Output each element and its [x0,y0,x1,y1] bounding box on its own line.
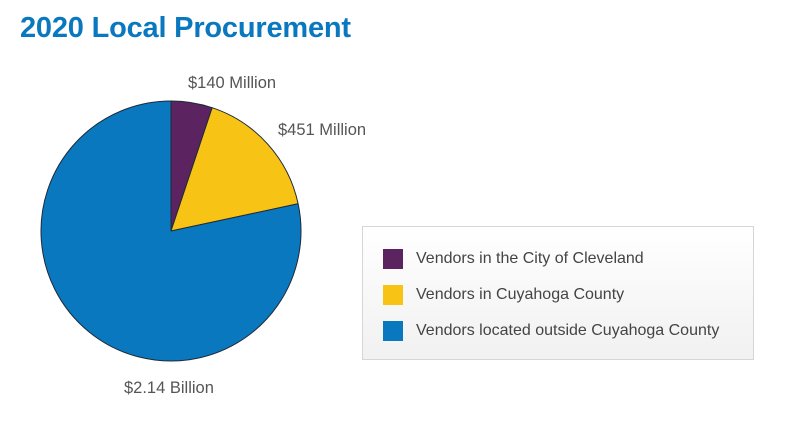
data-label-city-of-cleveland: $140 Million [188,74,277,92]
pie-slices [40,100,302,362]
legend-item-cuyahoga-county: Vendors in Cuyahoga County [383,284,624,306]
pie-slice-outside-cuyahoga-county [40,100,302,362]
legend-item-outside-cuyahoga-county: Vendors located outside Cuyahoga County [383,320,719,342]
legend-swatch [383,249,403,269]
legend-label: Vendors in Cuyahoga County [416,286,625,303]
legend-swatch [383,285,403,305]
legend-swatch [383,321,403,341]
chart-title: 2020 Local Procurement [20,12,351,44]
legend-label: Vendors located outside Cuyahoga County [416,322,720,339]
data-label-cuyahoga-county: $451 Million [278,121,367,139]
pie-slice-cuyahoga-county [170,107,299,232]
chart-legend: Vendors in the City of Cleveland Vendors… [362,226,754,360]
legend-item-city-of-cleveland: Vendors in the City of Cleveland [383,248,644,270]
data-label-outside-cuyahoga-county: $2.14 Billion [124,379,214,397]
legend-label: Vendors in the City of Cleveland [416,250,644,267]
